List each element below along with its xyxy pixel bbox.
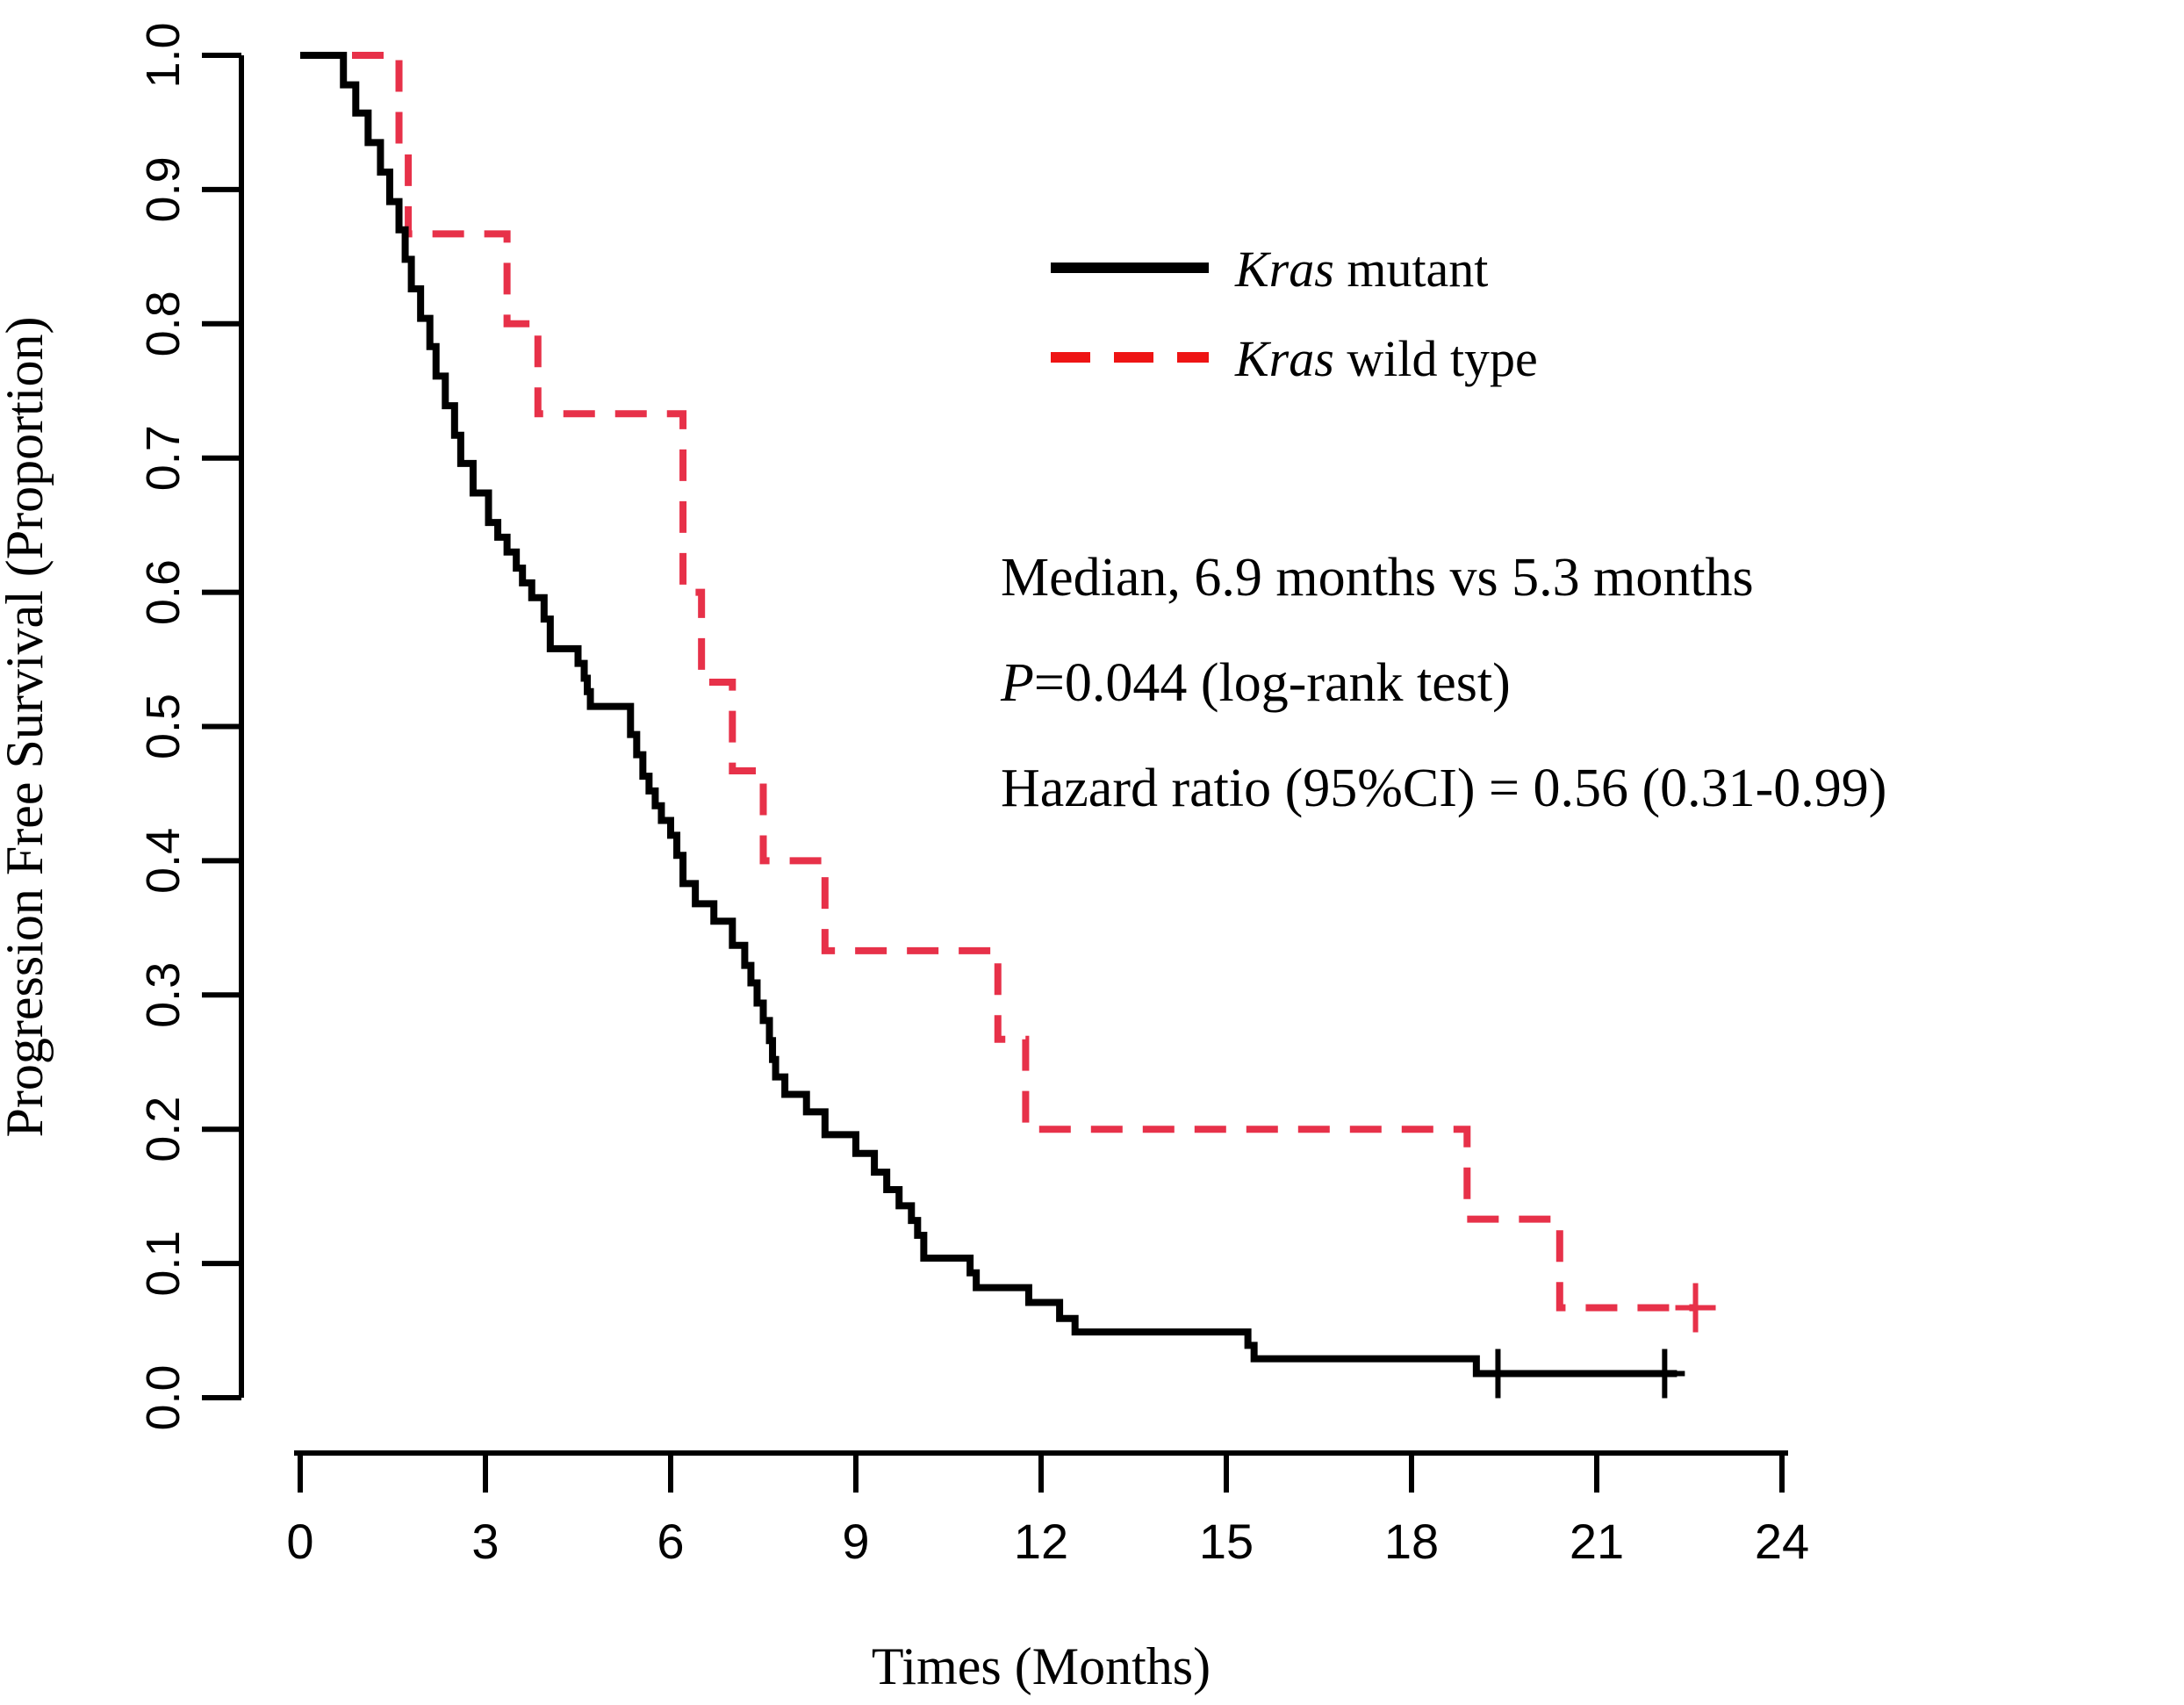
x-tick-label: 0 <box>286 1514 313 1569</box>
x-tick-label: 21 <box>1570 1514 1624 1569</box>
y-tick-label: 0.2 <box>137 1097 190 1162</box>
y-tick-label-segment: 0.8 <box>137 291 190 356</box>
x-tick-label: 9 <box>842 1514 869 1569</box>
x-tick-label-segment: 9 <box>842 1514 869 1569</box>
y-tick-label-segment: 0.6 <box>137 559 190 625</box>
annotation-line-2: P=0.044 (log-rank test) <box>1000 653 1511 713</box>
curve-kras-mutant <box>300 52 1678 1378</box>
y-tick-label: 0.7 <box>137 425 190 491</box>
y-tick-label-segment: 0.7 <box>137 425 190 491</box>
annotation-line-2-segment: =0.044 (log-rank test) <box>1034 653 1511 713</box>
curve-kras-wild-type <box>300 52 1696 1312</box>
x-tick-label-segment: 15 <box>1199 1514 1254 1569</box>
y-tick-label: 1.0 <box>137 22 190 88</box>
annotation-line-1-segment: Median, 6.9 months vs 5.3 months <box>1001 548 1754 608</box>
annotation-line-1: Median, 6.9 months vs 5.3 months <box>1001 548 1754 608</box>
legend-label-segment: mutant <box>1334 241 1489 298</box>
x-tick-label: 18 <box>1384 1514 1439 1569</box>
y-tick-label: 0.6 <box>137 559 190 625</box>
legend-label: Kras mutant <box>1234 241 1488 298</box>
x-tick-label-segment: 21 <box>1570 1514 1624 1569</box>
x-tick-label-segment: 6 <box>657 1514 684 1569</box>
annotation-line-2-segment: P <box>1000 653 1034 713</box>
x-axis-title-segment: Times (Months) <box>872 1637 1211 1695</box>
x-tick-label: 24 <box>1755 1514 1809 1569</box>
annotation-line-3: Hazard ratio (95%CI) = 0.56 (0.31-0.99) <box>1001 759 1886 818</box>
y-tick-label: 0.3 <box>137 962 190 1028</box>
y-tick-label-segment: 1.0 <box>137 22 190 88</box>
legend-label-segment: wild type <box>1334 330 1538 387</box>
x-tick-label: 12 <box>1014 1514 1068 1569</box>
y-tick-label: 0.0 <box>137 1364 190 1430</box>
x-tick-label-segment: 0 <box>286 1514 313 1569</box>
y-tick-label-segment: 0.5 <box>137 694 190 759</box>
legend-label-segment: Kras <box>1234 241 1334 298</box>
y-tick-label: 0.5 <box>137 694 190 759</box>
x-tick-label-segment: 12 <box>1014 1514 1068 1569</box>
y-tick-label-segment: 0.3 <box>137 962 190 1028</box>
x-tick-label-segment: 24 <box>1755 1514 1809 1569</box>
y-tick-label-segment: 0.2 <box>137 1097 190 1162</box>
x-tick-label: 15 <box>1199 1514 1254 1569</box>
y-tick-label: 0.1 <box>137 1231 190 1297</box>
y-tick-label-segment: 0.9 <box>137 156 190 222</box>
y-tick-label: 0.9 <box>137 156 190 222</box>
annotation-line-3-segment: Hazard ratio (95%CI) = 0.56 (0.31-0.99) <box>1001 759 1886 818</box>
y-tick-label: 0.4 <box>137 828 190 894</box>
x-tick-label: 3 <box>471 1514 499 1569</box>
y-tick-label-segment: 0.4 <box>137 828 190 894</box>
x-tick-label-segment: 3 <box>471 1514 499 1569</box>
x-tick-label: 6 <box>657 1514 684 1569</box>
y-tick-label: 0.8 <box>137 291 190 356</box>
y-axis-title-segment: Progression Free Survival (Proportion) <box>0 317 54 1138</box>
y-axis-title: Progression Free Survival (Proportion) <box>0 317 54 1138</box>
y-tick-label-segment: 0.1 <box>137 1231 190 1297</box>
y-tick-label-segment: 0.0 <box>137 1364 190 1430</box>
x-tick-label-segment: 18 <box>1384 1514 1439 1569</box>
legend-label-segment: Kras <box>1234 330 1334 387</box>
x-axis-title: Times (Months) <box>872 1637 1211 1695</box>
legend-label: Kras wild type <box>1234 330 1538 387</box>
